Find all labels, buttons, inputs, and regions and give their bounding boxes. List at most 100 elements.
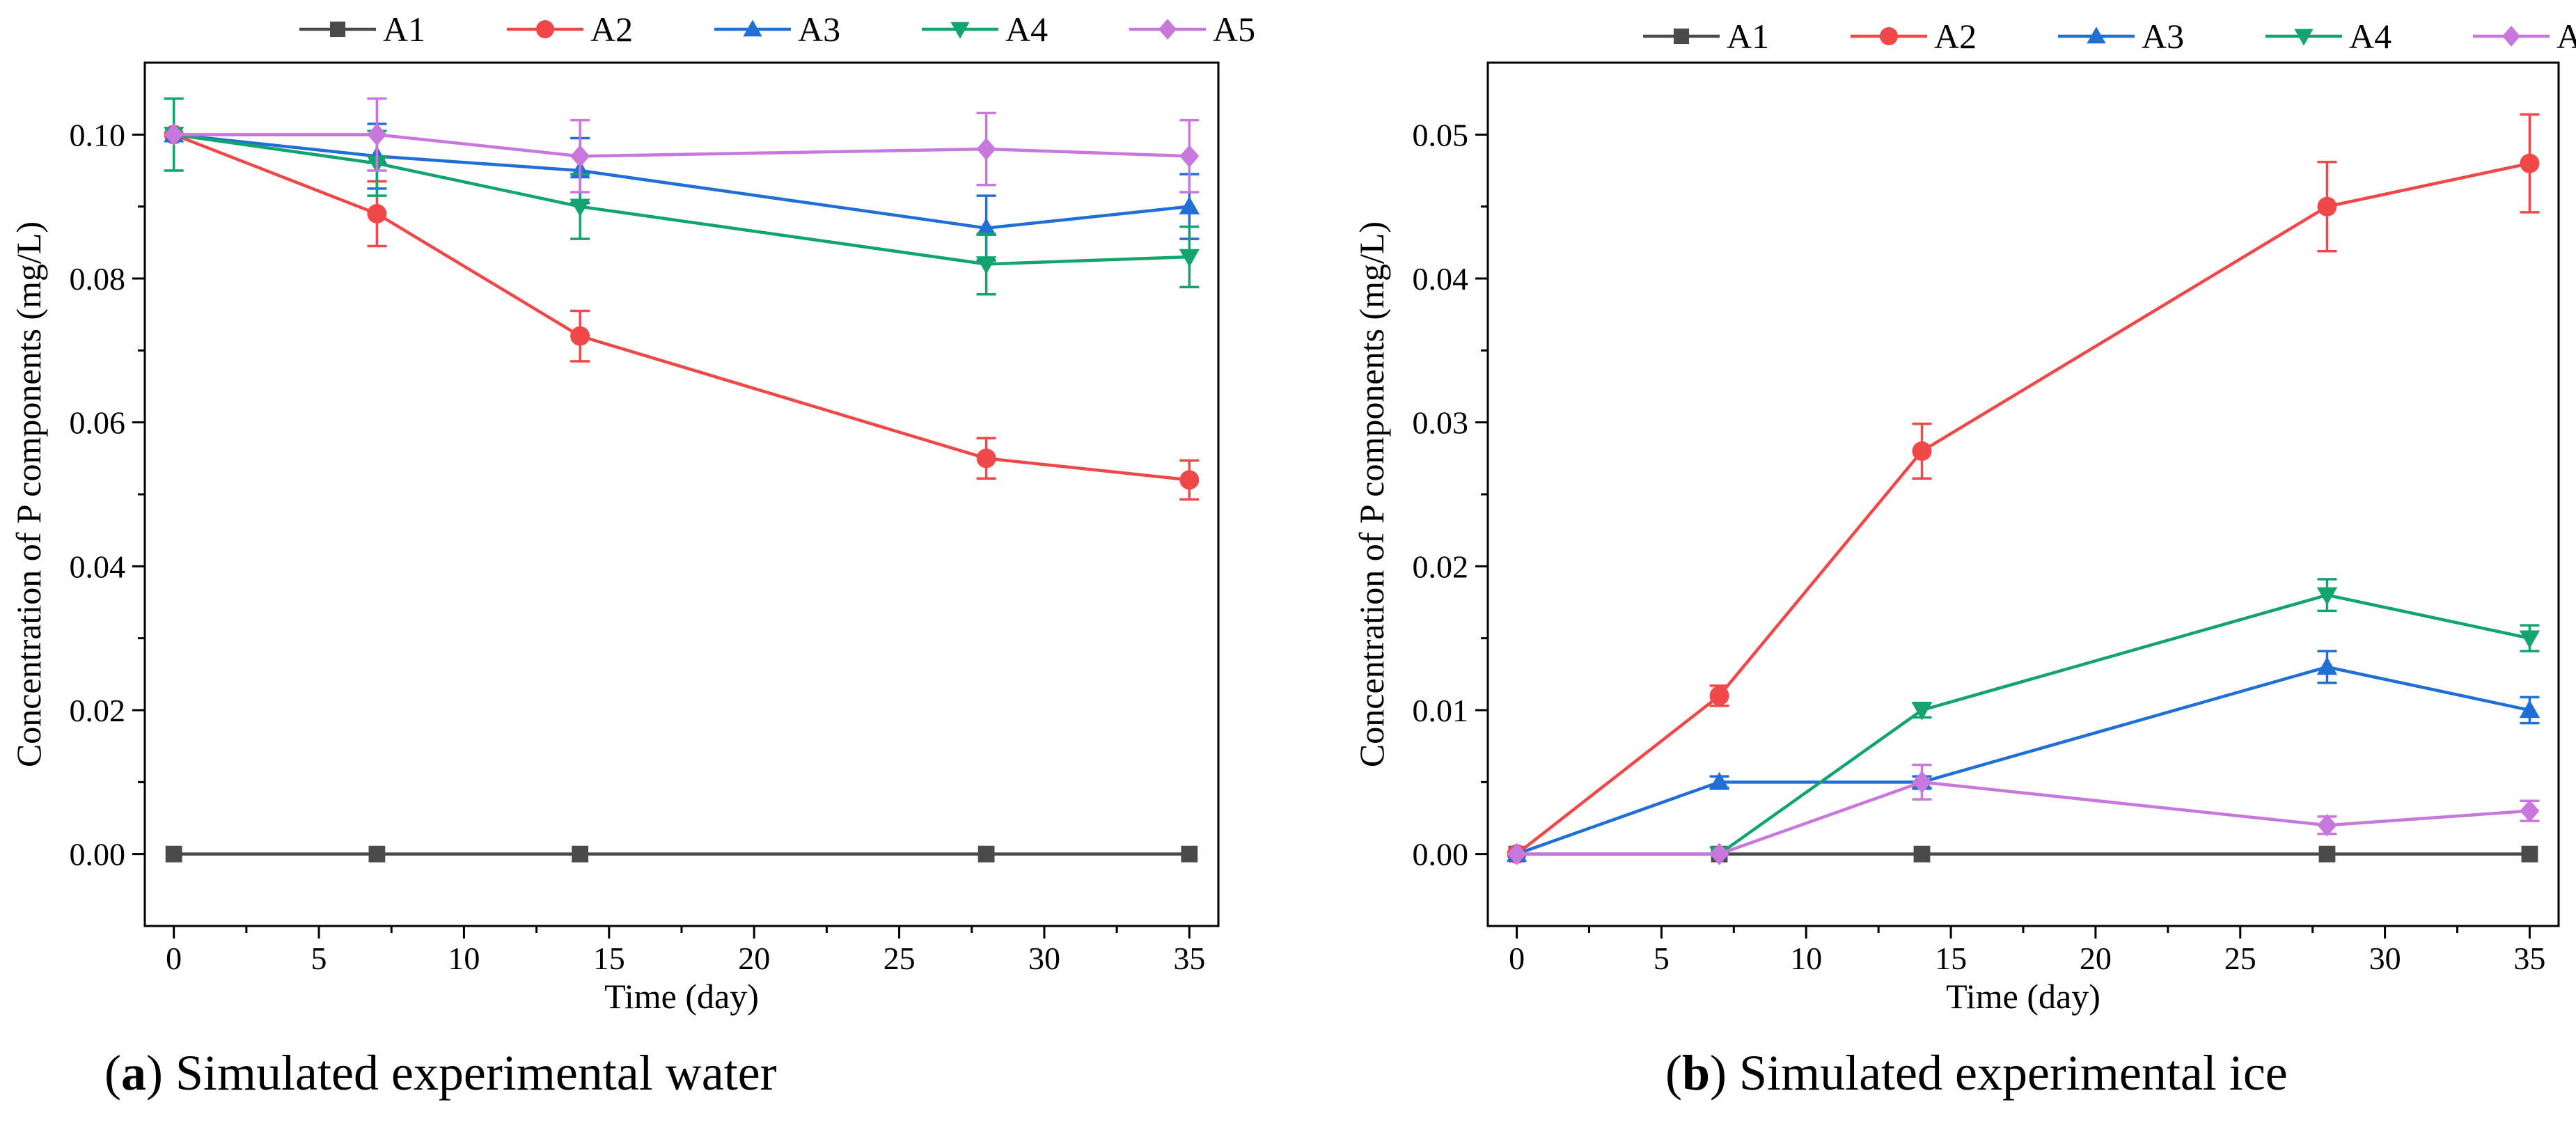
legend-label: A4 — [1005, 10, 1048, 49]
data-point — [977, 845, 995, 863]
x-tick-label: 10 — [448, 941, 480, 976]
data-point — [570, 198, 590, 217]
y-tick-label: 0.04 — [70, 549, 126, 584]
data-point — [165, 845, 182, 863]
y-tick-label: 0.01 — [1413, 693, 1469, 728]
legend-marker — [2502, 26, 2520, 47]
data-point — [1179, 196, 1200, 214]
y-tick-label: 0.10 — [70, 117, 126, 152]
series-line — [1516, 780, 2530, 856]
legend-label: A1 — [1727, 17, 1769, 56]
data-point — [2520, 799, 2540, 822]
x-tick-label: 30 — [2369, 941, 2401, 976]
legend-label: A3 — [798, 10, 840, 49]
caption-a-text: Simulated experimental water — [162, 1045, 777, 1101]
legend-label: A4 — [2349, 17, 2392, 56]
data-point — [975, 256, 997, 275]
x-axis-label: Time (day) — [1946, 977, 2100, 1016]
x-tick-label: 35 — [1173, 941, 1205, 976]
chart-panel-b: 0 5 10 15 20 25 30 35 0.00 0.01 0.02 0.03 0.04 0.05 Ti… — [1352, 17, 2576, 1016]
x-tick-label: 30 — [1028, 941, 1060, 976]
series-line — [173, 133, 1190, 230]
data-point — [1913, 845, 1931, 863]
series-A5 — [1507, 763, 2540, 865]
legend-marker — [329, 21, 346, 38]
data-point — [976, 448, 996, 469]
data-point — [975, 217, 997, 236]
x-tick-label: 0 — [1509, 941, 1525, 976]
data-point — [2317, 196, 2337, 217]
legend-marker — [1673, 28, 1690, 45]
y-tick-label: 0.00 — [70, 837, 126, 872]
caption-a-letter: a — [120, 1045, 146, 1101]
y-axis-label: Concentration of P components (mg/L) — [1352, 221, 1391, 767]
data-point — [2316, 587, 2338, 606]
caption-b: (b) Simulated experimental ice — [1665, 1045, 2288, 1101]
y-tick-label: 0.00 — [1413, 837, 1469, 872]
x-tick-label: 25 — [883, 941, 916, 976]
x-tick-label: 20 — [738, 941, 770, 976]
y-tick-label: 0.02 — [1413, 549, 1469, 584]
caption-b-text: Simulated experimental ice — [1727, 1045, 2288, 1101]
data-point — [570, 145, 590, 168]
y-axis-label: Concentration of P components (mg/L) — [9, 221, 48, 767]
data-point — [1912, 771, 1932, 794]
data-point — [1179, 145, 1200, 168]
data-point — [2519, 700, 2540, 719]
legend-label: A1 — [383, 10, 425, 49]
x-tick-label: 25 — [2224, 941, 2256, 976]
y-tick-label: 0.03 — [1413, 405, 1469, 441]
data-point — [2519, 630, 2540, 649]
y-tick-label: 0.06 — [70, 405, 126, 441]
x-tick-label: 20 — [2080, 941, 2112, 976]
data-point — [368, 845, 386, 863]
data-point — [1179, 249, 1200, 267]
x-axis-label: Time (day) — [604, 977, 759, 1016]
data-point — [976, 137, 996, 161]
y-tick-label: 0.02 — [70, 693, 126, 728]
legend-marker — [1880, 27, 1898, 45]
legend-label: A3 — [2142, 17, 2184, 56]
caption-a: (a) Simulated experimental water — [104, 1045, 777, 1101]
x-tick-label: 0 — [166, 941, 182, 976]
legend: A1 A2 A3 A4 A5 — [1643, 17, 2576, 56]
series-line — [1516, 162, 2530, 856]
legend-marker — [950, 22, 970, 39]
x-tick-label: 15 — [1935, 941, 1967, 976]
series-A4 — [163, 97, 1200, 296]
series-A5 — [164, 97, 1200, 194]
data-point — [2316, 657, 2338, 675]
series-A2 — [164, 125, 1200, 501]
x-tick-label: 5 — [311, 941, 327, 976]
legend-marker — [2294, 29, 2314, 46]
data-point — [1709, 686, 1729, 706]
x-tick-label: 5 — [1654, 941, 1670, 976]
legend-marker — [743, 19, 762, 37]
series-line — [173, 133, 1190, 158]
data-point — [1912, 441, 1932, 461]
x-tick-label: 10 — [1790, 941, 1822, 976]
legend-label: A2 — [590, 10, 633, 49]
y-tick-label: 0.05 — [1413, 117, 1469, 152]
legend-marker — [536, 20, 554, 38]
y-tick-label: 0.04 — [1413, 261, 1469, 297]
x-tick-label: 35 — [2513, 941, 2545, 976]
data-point — [1507, 842, 1527, 865]
series-A4 — [1709, 578, 2540, 865]
caption-b-letter: b — [1681, 1045, 1711, 1101]
y-tick-label: 0.08 — [70, 261, 126, 297]
plot-frame — [143, 61, 1220, 927]
series-line — [1718, 593, 2530, 856]
data-point — [164, 123, 184, 146]
series-A1 — [165, 845, 1198, 863]
legend-label: A5 — [1213, 10, 1255, 49]
data-point — [2318, 845, 2336, 863]
series-A2 — [1507, 113, 2540, 864]
data-point — [572, 845, 589, 863]
data-point — [1911, 702, 1933, 721]
data-point — [2317, 814, 2337, 837]
series-line — [1516, 665, 2530, 856]
data-point — [1709, 771, 1730, 790]
data-point — [2520, 153, 2540, 173]
legend-label: A5 — [2557, 17, 2576, 56]
